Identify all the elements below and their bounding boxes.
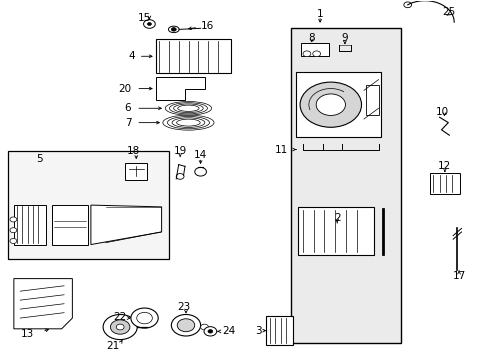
Text: 11: 11: [275, 144, 288, 154]
Polygon shape: [14, 279, 72, 329]
Text: 16: 16: [200, 21, 213, 31]
FancyBboxPatch shape: [155, 39, 231, 73]
Text: 1: 1: [316, 9, 323, 19]
Text: 3: 3: [254, 325, 261, 336]
Circle shape: [103, 315, 137, 339]
Circle shape: [131, 308, 158, 328]
Circle shape: [171, 28, 176, 31]
Text: 6: 6: [124, 103, 131, 113]
Polygon shape: [91, 205, 161, 244]
FancyBboxPatch shape: [125, 163, 147, 180]
Circle shape: [10, 238, 17, 243]
FancyBboxPatch shape: [298, 207, 373, 255]
Circle shape: [207, 329, 212, 333]
Text: 19: 19: [173, 146, 186, 156]
Circle shape: [200, 324, 208, 330]
Text: 4: 4: [128, 51, 135, 61]
Text: 24: 24: [222, 326, 235, 336]
FancyBboxPatch shape: [366, 85, 378, 116]
Text: 22: 22: [113, 312, 126, 322]
Text: 9: 9: [341, 33, 347, 43]
Text: 23: 23: [177, 302, 190, 312]
Circle shape: [203, 327, 216, 336]
Text: 8: 8: [308, 33, 314, 43]
Circle shape: [147, 23, 151, 26]
FancyBboxPatch shape: [8, 151, 168, 259]
Circle shape: [171, 315, 200, 336]
Ellipse shape: [168, 26, 179, 33]
Circle shape: [194, 167, 206, 176]
Text: 20: 20: [118, 84, 131, 94]
Circle shape: [403, 2, 411, 8]
FancyBboxPatch shape: [301, 42, 329, 56]
Text: 21: 21: [106, 341, 119, 351]
Text: 10: 10: [434, 107, 447, 117]
Circle shape: [110, 320, 130, 334]
Circle shape: [143, 20, 155, 28]
Text: 12: 12: [437, 161, 450, 171]
Circle shape: [300, 82, 361, 127]
Text: 15: 15: [138, 13, 151, 23]
Circle shape: [10, 217, 17, 222]
Text: 2: 2: [333, 213, 340, 222]
Circle shape: [303, 51, 310, 57]
Text: 25: 25: [442, 7, 455, 17]
Circle shape: [312, 51, 320, 57]
Circle shape: [177, 319, 194, 332]
FancyBboxPatch shape: [295, 72, 380, 137]
Circle shape: [316, 94, 345, 116]
Circle shape: [116, 324, 124, 330]
Text: 7: 7: [124, 118, 131, 128]
Text: 17: 17: [451, 271, 465, 281]
FancyBboxPatch shape: [429, 173, 459, 194]
Circle shape: [10, 228, 17, 233]
FancyBboxPatch shape: [266, 316, 293, 345]
Circle shape: [137, 312, 152, 324]
FancyBboxPatch shape: [52, 205, 88, 244]
FancyBboxPatch shape: [290, 28, 400, 343]
Text: 13: 13: [21, 329, 34, 339]
Text: 18: 18: [127, 146, 140, 156]
FancyBboxPatch shape: [14, 205, 46, 244]
Text: 5: 5: [36, 154, 43, 164]
Text: 14: 14: [194, 149, 207, 159]
Polygon shape: [156, 77, 204, 100]
Circle shape: [176, 174, 183, 179]
